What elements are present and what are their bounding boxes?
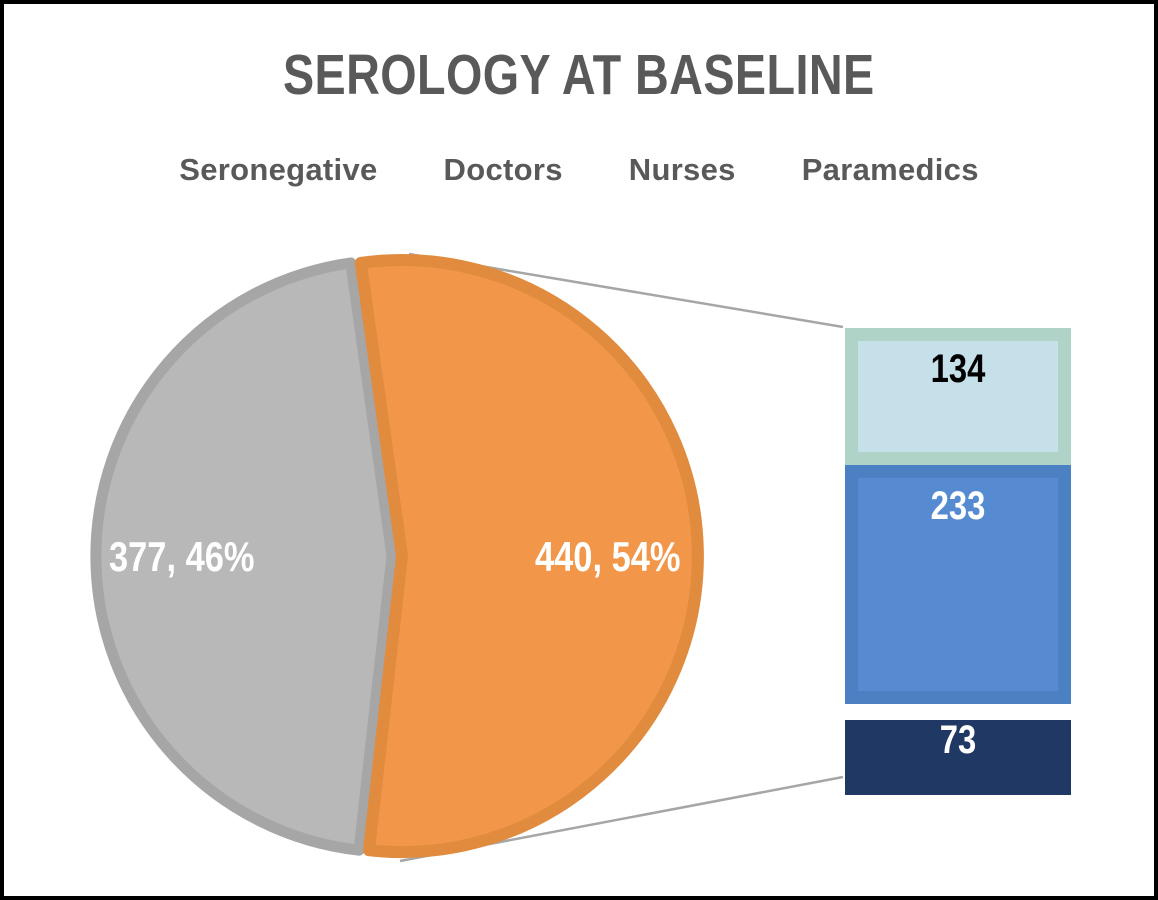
bar-segment-1-value: 134	[930, 347, 986, 391]
chart-title-row: SEROLOGY AT BASELINE	[4, 42, 1154, 108]
pie-label-seronegative: 377, 46%	[109, 533, 255, 580]
pie-and-connectors-svg	[90, 252, 844, 863]
bar-segment-1: 134	[845, 328, 1071, 465]
legend-item-seronegative: Seronegative	[179, 152, 378, 187]
bar-segment-2: 233	[845, 465, 1071, 704]
bar-segment-2-value: 233	[930, 484, 986, 528]
legend-item-nurses: Nurses	[628, 152, 736, 187]
bar-segment-3-value: 73	[939, 718, 977, 762]
legend-item-doctors: Doctors	[443, 152, 563, 187]
legend: Seronegative Doctors Nurses Paramedics	[4, 153, 1154, 187]
pie-slice-seronegative	[90, 257, 398, 856]
pie-slice-seropositive	[354, 254, 704, 858]
chart-title: SEROLOGY AT BASELINE	[283, 43, 875, 107]
legend-item-paramedics: Paramedics	[801, 152, 979, 187]
pie-label-seropositive: 440, 54%	[535, 533, 681, 580]
breakdown-bar: 134 233 73	[845, 328, 1071, 795]
bar-segment-3: 73	[845, 720, 1071, 795]
